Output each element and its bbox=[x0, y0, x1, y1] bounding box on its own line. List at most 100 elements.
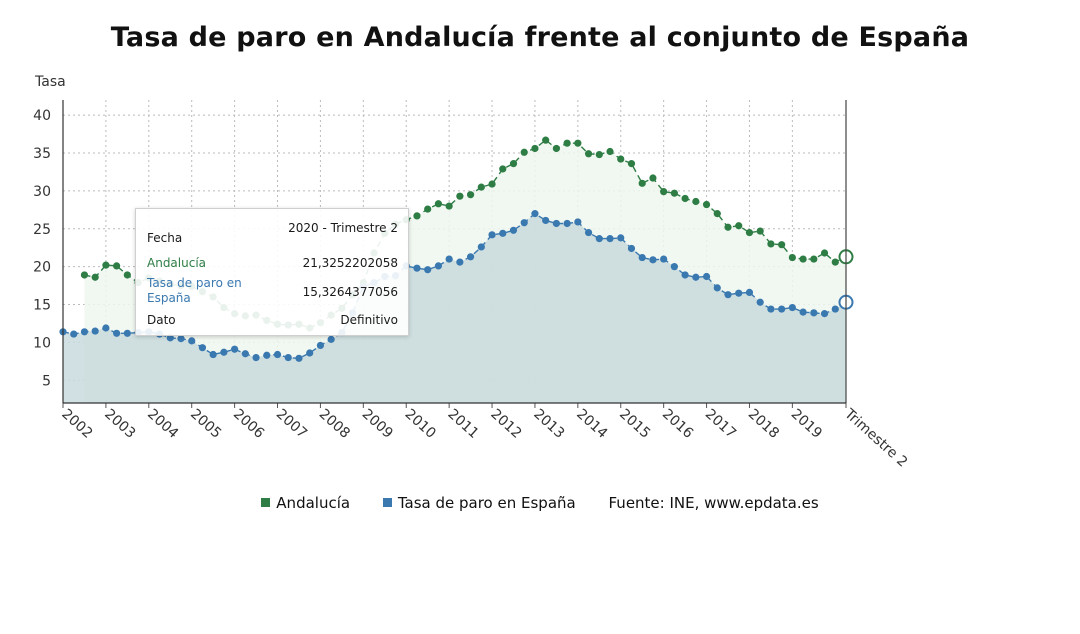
x-tick-label: 2004 bbox=[144, 406, 181, 442]
point-espana bbox=[209, 350, 217, 359]
legend-marker-espana bbox=[382, 498, 392, 507]
point-espana bbox=[745, 288, 754, 297]
tooltip-andalucia-label: Andalucía bbox=[147, 256, 207, 270]
point-andalucia bbox=[542, 136, 550, 144]
point-espana bbox=[788, 303, 796, 312]
hover-tooltip: Fecha 2020 - Trimestre 2 Andalucía 21,32… bbox=[135, 208, 409, 336]
x-tick-label: 2008 bbox=[316, 406, 353, 442]
point-espana bbox=[542, 216, 550, 225]
point-espana bbox=[113, 329, 121, 337]
x-tick-label: 2006 bbox=[230, 406, 267, 442]
point-andalucia bbox=[767, 240, 775, 248]
point-andalucia bbox=[735, 222, 743, 230]
y-tick-label: 35 bbox=[33, 146, 51, 162]
point-espana bbox=[520, 219, 528, 227]
tooltip-fecha-label: Fecha bbox=[147, 231, 183, 245]
point-espana bbox=[670, 263, 678, 271]
point-espana bbox=[488, 231, 496, 239]
y-tick-label: 30 bbox=[33, 184, 51, 200]
point-andalucia bbox=[606, 147, 614, 156]
point-andalucia bbox=[456, 192, 464, 200]
point-espana bbox=[102, 324, 110, 332]
point-espana bbox=[735, 289, 743, 297]
point-espana bbox=[466, 253, 475, 261]
legend-marker-andalucia bbox=[261, 498, 271, 507]
point-andalucia bbox=[638, 179, 646, 187]
point-espana bbox=[778, 305, 786, 313]
point-espana bbox=[638, 253, 646, 262]
point-espana bbox=[606, 235, 614, 243]
y-tick-label: 15 bbox=[33, 298, 51, 314]
point-espana bbox=[241, 350, 249, 358]
point-espana bbox=[595, 235, 603, 243]
point-andalucia bbox=[477, 183, 485, 191]
tooltip-dato-value: Definitivo bbox=[340, 313, 398, 327]
point-andalucia bbox=[102, 261, 110, 269]
x-tick-label: 2003 bbox=[101, 406, 138, 442]
point-andalucia bbox=[509, 160, 518, 168]
point-espana bbox=[295, 354, 303, 362]
point-espana bbox=[177, 335, 185, 343]
y-tick-label: 25 bbox=[33, 222, 51, 238]
point-espana bbox=[552, 219, 560, 228]
x-tick-label: 2007 bbox=[273, 406, 310, 442]
point-andalucia bbox=[91, 273, 99, 281]
point-espana bbox=[702, 272, 711, 281]
point-andalucia bbox=[499, 165, 507, 173]
x-tick-label: 2015 bbox=[616, 406, 653, 442]
point-andalucia bbox=[788, 253, 796, 262]
point-andalucia bbox=[552, 144, 560, 153]
point-espana bbox=[831, 305, 839, 313]
point-andalucia bbox=[413, 212, 421, 220]
point-andalucia bbox=[799, 255, 807, 263]
point-espana bbox=[306, 349, 314, 357]
point-espana bbox=[692, 273, 700, 281]
point-espana bbox=[799, 308, 807, 316]
legend-item-andalucia[interactable]: Andalucía bbox=[261, 494, 350, 512]
point-andalucia bbox=[660, 188, 668, 196]
point-espana bbox=[713, 284, 721, 292]
x-tick-label: 2012 bbox=[487, 406, 524, 442]
point-espana bbox=[188, 337, 196, 345]
point-andalucia bbox=[627, 160, 636, 168]
y-tick-label: 5 bbox=[42, 373, 51, 389]
point-andalucia bbox=[702, 200, 711, 209]
point-andalucia bbox=[520, 148, 528, 156]
x-tick-label: 2005 bbox=[187, 406, 224, 442]
point-espana bbox=[617, 234, 625, 242]
point-espana bbox=[166, 334, 174, 342]
point-andalucia bbox=[584, 150, 593, 158]
y-tick-label: 10 bbox=[33, 335, 51, 351]
point-espana bbox=[660, 255, 668, 263]
point-andalucia bbox=[692, 197, 700, 206]
point-andalucia bbox=[424, 205, 432, 213]
legend-label-andalucia: Andalucía bbox=[276, 494, 351, 512]
point-espana bbox=[509, 226, 518, 234]
point-andalucia bbox=[778, 241, 786, 249]
tooltip-espana-value: 15,3264377056 bbox=[302, 285, 398, 299]
tooltip-fecha-value: 2020 - Trimestre 2 bbox=[288, 221, 398, 235]
point-andalucia bbox=[810, 255, 818, 263]
legend-label-espana: Tasa de paro en España bbox=[397, 494, 576, 512]
point-espana bbox=[327, 335, 335, 343]
x-tick-label: 2019 bbox=[788, 406, 825, 442]
y-tick-label: 40 bbox=[33, 108, 51, 124]
point-espana bbox=[434, 262, 443, 270]
point-espana bbox=[456, 258, 464, 266]
point-espana bbox=[756, 298, 764, 306]
point-andalucia bbox=[574, 139, 582, 147]
point-andalucia bbox=[820, 249, 829, 257]
point-espana bbox=[820, 310, 829, 318]
point-espana bbox=[681, 271, 689, 279]
point-andalucia bbox=[745, 228, 754, 237]
x-tick-label: Trimestre 2 bbox=[841, 405, 911, 470]
point-espana bbox=[198, 344, 207, 352]
point-espana bbox=[70, 330, 78, 338]
legend-item-espana[interactable]: Tasa de paro en España bbox=[382, 494, 576, 512]
point-andalucia bbox=[649, 174, 657, 182]
point-espana bbox=[424, 266, 432, 274]
x-tick-label: 2016 bbox=[659, 406, 696, 442]
tooltip-dato-label: Dato bbox=[147, 313, 176, 327]
point-espana bbox=[531, 210, 539, 218]
point-espana bbox=[220, 348, 228, 356]
